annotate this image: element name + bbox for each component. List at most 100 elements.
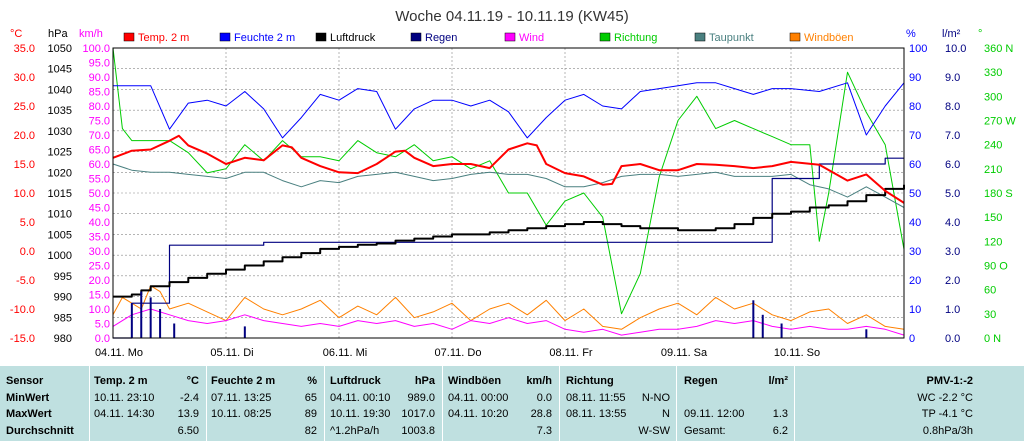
stats-windboeen-max-val: 28.8 [530, 408, 552, 420]
stats-richtung-min-time: 08.11. 11:55 [566, 391, 626, 404]
stats-pmv-tp: TP -4.1 °C [921, 408, 973, 420]
legend-swatch-wind [504, 32, 516, 42]
y-tick-label-pct: 80 [909, 101, 921, 113]
y-tick-label-kmh: 20.0 [89, 275, 110, 287]
rain-bar [761, 314, 764, 338]
stats-row-min: MinWert [6, 391, 50, 404]
stats-regen-total-val: 6.2 [772, 424, 788, 437]
legend-swatch-feuchte [219, 32, 231, 42]
stats-regen-header: Regen [684, 375, 718, 387]
series-line-luftdruck [113, 184, 905, 298]
stats-feuchte-min-time: 07.11. 13:25 [211, 391, 272, 404]
stats-temp-min-val: -2.4 [180, 391, 199, 404]
legend-swatch-windboeen [789, 32, 801, 42]
stats-windboeen-unit: km/h [526, 375, 552, 387]
chart-svg: Woche 04.11.19 - 10.11.19 (KW45) °C hPa … [10, 8, 1016, 359]
stats-regen-max-val: 1.3 [772, 408, 788, 420]
y-tick-label-temp: 30.0 [14, 72, 35, 84]
stats-richtung-avg-val: W-SW [638, 424, 670, 437]
y-tick-label-kmh: 60.0 [89, 159, 110, 171]
stats-windboeen-avg-val: 7.3 [536, 424, 552, 437]
y-tick-label-deg: 60 [984, 285, 996, 297]
stats-separator [89, 366, 90, 441]
chart-title: Woche 04.11.19 - 10.11.19 (KW45) [395, 8, 628, 25]
y-tick-label-kmh: 0.0 [95, 333, 110, 345]
y-tick-label-kmh: 40.0 [89, 217, 110, 229]
y-tick-label-lm2: 1.0 [945, 304, 960, 316]
y-tick-label-hpa: 1010 [48, 209, 72, 221]
y-tick-label-lm2: 4.0 [945, 217, 960, 229]
stats-luftdruck-avg-val: 1003.8 [401, 424, 435, 437]
y-tick-label-pct: 90 [909, 72, 921, 84]
series-line-windboeen [112, 285, 905, 330]
rain-bar [752, 300, 755, 338]
y-tick-label-deg: 0 N [984, 333, 1001, 345]
stats-header-sensor: Sensor [6, 375, 44, 387]
stats-luftdruck-header: Luftdruck [330, 375, 381, 387]
plot-area [112, 47, 905, 339]
y-tick-label-kmh: 30.0 [89, 246, 110, 258]
legend-swatch-temp [123, 32, 135, 42]
chart-grid [113, 48, 904, 338]
stats-pmv-header: PMV-1:-2 [926, 375, 973, 387]
stats-temp-unit: °C [186, 375, 199, 387]
stats-windboeen-header: Windböen [448, 375, 502, 387]
stats-luftdruck-unit: hPa [414, 375, 435, 387]
weather-chart: Woche 04.11.19 - 10.11.19 (KW45) °C hPa … [10, 8, 1016, 359]
y-tick-label-deg: 270 W [984, 116, 1016, 128]
y-tick-label-deg: 150 [984, 212, 1002, 224]
stats-separator [559, 366, 560, 441]
x-tick-label: 05.11. Di [210, 347, 253, 359]
y-tick-label-temp: 35.0 [14, 43, 35, 55]
rain-bar [173, 323, 176, 338]
legend-swatch-taupunkt [694, 32, 706, 42]
y-tick-label-pct: 40 [909, 217, 921, 229]
legend-label-wind: Wind [519, 32, 544, 44]
axis-unit-kmh: km/h [79, 28, 103, 40]
stats-pmv: PMV-1:-2 WC -2.2 °C TP -4.1 °C 0.8hPa/3h [860, 373, 973, 439]
stats-richtung: Richtung 08.11. 11:55 N-NO 08.11. 13:55 N … [566, 373, 670, 439]
stats-richtung-max-time: 08.11. 13:55 [566, 408, 627, 420]
y-tick-label-pct: 60 [909, 159, 921, 171]
stats-temp-max-time: 04.11. 14:30 [94, 408, 155, 420]
stats-separator [676, 366, 677, 441]
y-tick-label-kmh: 45.0 [89, 203, 110, 215]
stats-feuchte-unit: % [307, 375, 317, 387]
legend-label-regen: Regen [425, 32, 457, 44]
stats-pmv-wc: WC -2.2 °C [917, 391, 973, 404]
x-tick-label: 08.11. Fr [549, 347, 593, 359]
y-tick-label-kmh: 10.0 [89, 304, 110, 316]
stats-luftdruck-min-val: 989.0 [407, 391, 435, 404]
x-tick-label: 04.11. Mo [95, 347, 143, 359]
stats-luftdruck: Luftdruck hPa 04.11. 00:10 989.0 10.11. 19… [330, 373, 435, 439]
y-tick-label-kmh: 90.0 [89, 72, 110, 84]
series-line-wind [112, 308, 905, 336]
y-tick-label-temp: 5.0 [20, 217, 35, 229]
y-tick-label-kmh: 35.0 [89, 232, 110, 244]
stats-windboeen-max-time: 04.11. 10:20 [448, 408, 509, 420]
axis-unit-lm2: l/m² [942, 28, 961, 40]
y-tick-label-kmh: 5.0 [95, 319, 110, 331]
rain-bar [149, 297, 152, 338]
y-tick-label-deg: 300 [984, 91, 1002, 103]
series-line-feuchte [113, 82, 905, 139]
stats-regen-unit: l/m² [768, 375, 788, 387]
legend-label-luftdruck: Luftdruck [330, 32, 376, 44]
stats-richtung-min-val: N-NO [641, 391, 670, 404]
y-tick-label-hpa: 1050 [48, 43, 72, 55]
y-tick-label-hpa: 980 [54, 333, 72, 345]
stats-separator [324, 366, 325, 441]
stats-luftdruck-max-time: 10.11. 19:30 [330, 408, 391, 420]
y-tick-label-deg: 120 [984, 236, 1002, 248]
x-tick-label: 10.11. So [774, 347, 820, 359]
stats-regen-max-time: 09.11. 12:00 [684, 408, 745, 420]
x-tick-label: 07.11. Do [435, 347, 482, 359]
y-tick-label-kmh: 100.0 [82, 43, 110, 55]
stats-feuchte-min-val: 65 [304, 391, 317, 404]
rain-bar [130, 303, 133, 338]
rain-bar [780, 323, 783, 338]
x-tick-label: 09.11. Sa [661, 347, 708, 359]
y-tick-label-lm2: 10.0 [945, 43, 966, 55]
legend-swatch-richtung [599, 32, 611, 42]
y-tick-label-hpa: 1030 [48, 126, 72, 138]
